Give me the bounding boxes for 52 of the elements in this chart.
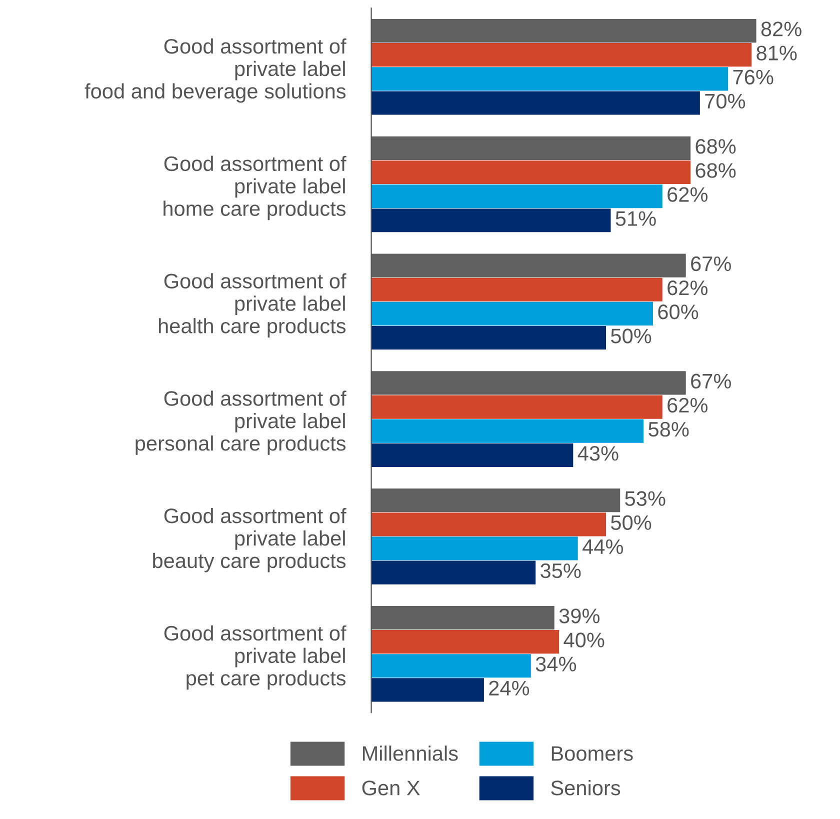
bar [371,536,578,560]
bar [371,630,560,654]
bar [371,395,662,419]
bar [371,560,536,584]
legend-label: Millennials [362,746,458,761]
data-label: 58% [648,422,689,437]
bar [371,91,700,115]
y-tick-label: Good assortment of private label food and beverage solutions [84,38,346,103]
data-label: 50% [611,515,652,530]
data-label: 62% [668,187,708,202]
y-tick-label: Good assortment of private label home care products [164,156,346,220]
bar [371,208,611,232]
legend-label: Gen X [362,780,420,796]
bar [371,278,662,302]
bar [371,419,644,443]
bar [371,654,531,678]
y-tick-label: Good assortment of private label personal care products [136,390,346,455]
data-label: 40% [564,632,604,648]
data-label: 81% [756,46,797,60]
legend-label: Seniors [551,780,620,796]
y-tick-label: Good assortment of private label health care products [158,273,346,338]
data-label: 76% [733,70,774,85]
bar [371,678,484,702]
data-label: 82% [761,22,802,36]
data-label: 43% [578,446,618,461]
data-label: 62% [668,398,708,413]
data-label: 68% [696,163,736,178]
data-label: 35% [540,563,581,578]
bar [371,160,691,184]
data-label: 67% [691,374,731,389]
bar [371,443,574,467]
bar [371,326,606,350]
bar [371,184,662,208]
bar [371,302,653,326]
data-label: 39% [559,608,600,624]
data-label: 50% [611,328,652,344]
bar [371,512,606,536]
data-label: 68% [696,139,736,154]
bar [371,67,728,91]
bar [371,43,752,67]
data-label: 70% [705,94,746,109]
data-label: 34% [536,656,576,672]
data-label: 67% [691,256,731,272]
data-label: 53% [625,491,666,506]
y-tick-label: Good assortment of private label pet care products [164,625,346,690]
data-label: 24% [489,680,530,696]
data-label: 62% [668,280,708,296]
legend-label: Boomers [552,746,633,761]
data-label: 44% [582,539,623,554]
data-label: 51% [616,211,656,226]
data-label: 60% [658,304,698,320]
y-tick-label: Good assortment of private label beauty care products [153,508,346,572]
